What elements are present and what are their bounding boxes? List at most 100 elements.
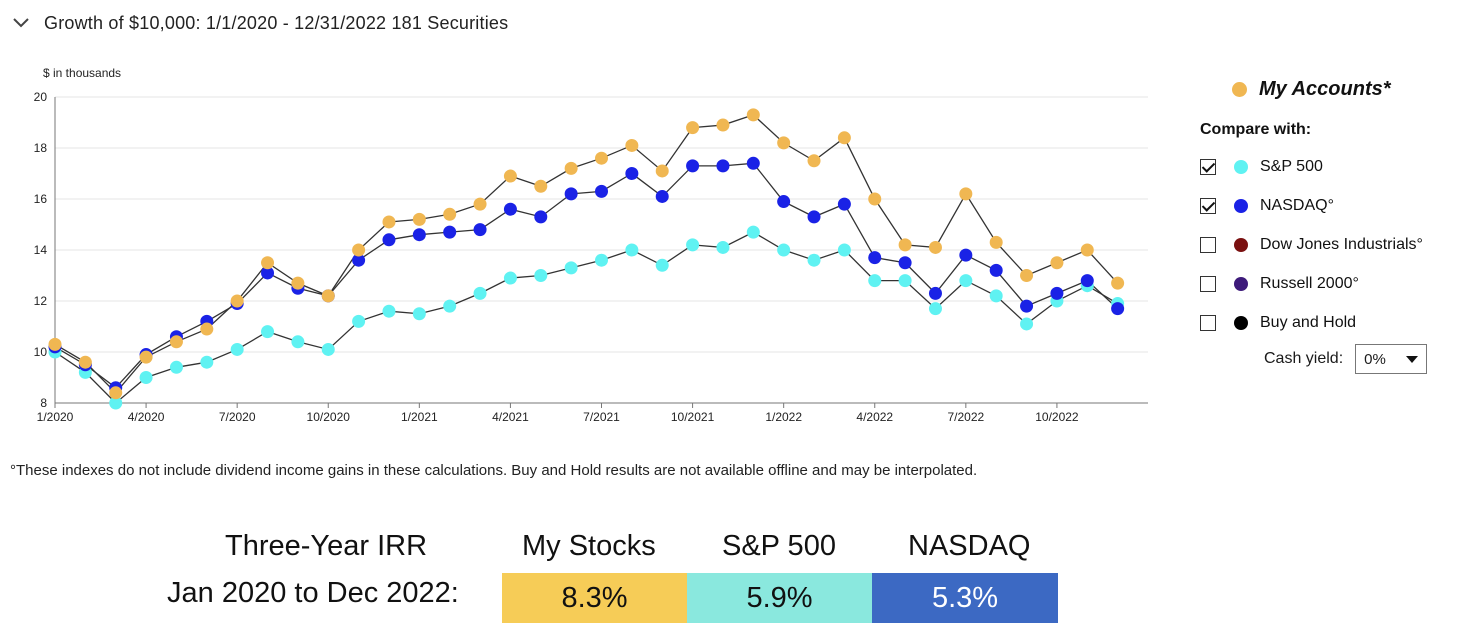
series-2-point [564,161,578,175]
series-2-point [261,256,275,270]
x-tick-label: 1/2022 [765,410,802,424]
series-0-point [200,355,214,369]
series-line-2 [54,114,1119,394]
series-0-point [443,299,457,313]
irr-value-sp500: 5.9% [687,573,872,623]
series-1-point [1080,274,1094,288]
series-0-point [139,371,153,384]
chart-title: Growth of $10,000: 1/1/2020 - 12/31/2022… [44,12,509,33]
irr-header-sp500: S&P 500 [722,530,836,562]
series-1-point [625,167,639,180]
series-0-point [686,238,700,252]
series-0-point [595,253,608,267]
series-2-point [746,108,760,122]
y-axis-label: $ in thousands [43,66,121,80]
series-0-point [321,342,335,356]
irr-label-line2: Jan 2020 to Dec 2022: [167,577,459,609]
irr-value-my-stocks: 8.3% [502,573,687,623]
series-0-point [959,274,973,288]
compare-checkbox[interactable] [1200,275,1216,292]
series-0-point [352,314,366,328]
series-2-point [868,192,882,206]
compare-item-2[interactable]: Dow Jones Industrials° [1196,225,1470,264]
x-tick-label: 7/2022 [947,410,984,424]
cash-yield-value: 0% [1364,350,1386,368]
compare-checkbox[interactable] [1200,236,1216,253]
series-2-point [291,276,305,290]
series-2-point [959,187,973,201]
cash-yield-label: Cash yield: [1264,350,1344,367]
footnote: °These indexes do not include dividend i… [10,462,978,479]
x-tick-label: 10/2022 [1035,410,1079,424]
series-2-point [1080,243,1094,257]
series-0-point [261,325,275,339]
series-1-point [868,251,882,265]
series-2-point [78,355,92,369]
chevron-down-icon[interactable] [10,12,32,34]
y-tick-label: 12 [34,294,48,308]
series-0-point [837,243,851,257]
series-0-point [291,335,305,349]
series-1-point [807,210,821,224]
series-1-point [595,184,608,198]
series-1-point [1111,302,1125,316]
series-dot-icon [1234,198,1248,213]
series-2-point [169,335,183,349]
series-0-point [777,243,791,257]
cash-yield-row: Cash yield: 0% [1264,344,1470,374]
series-0-point [807,253,821,267]
series-1-point [473,223,487,237]
series-0-point [928,302,942,316]
series-1-point [655,189,669,203]
series-0-point [625,243,639,257]
x-tick-label: 4/2022 [856,410,893,424]
compare-item-4[interactable]: Buy and Hold [1196,303,1470,342]
series-2-point [534,179,548,193]
series-0-point [412,307,426,321]
x-tick-label: 1/2021 [401,410,438,424]
series-2-point [321,289,335,303]
series-2-point [777,136,791,150]
irr-label-line1: Three-Year IRR [225,530,428,562]
series-1-point [534,210,548,224]
series-2-point [412,212,426,226]
compare-item-0[interactable]: S&P 500 [1196,147,1470,186]
series-0-point [503,271,517,285]
compare-item-label: NASDAQ° [1260,196,1334,214]
compare-checkbox[interactable] [1200,314,1216,331]
series-2-point [928,240,942,254]
series-dot-icon [1234,159,1248,174]
series-2-point [200,322,214,336]
cash-yield-select[interactable]: 0% [1355,344,1428,374]
series-2-point [503,169,517,183]
compare-with-label: Compare with: [1200,121,1312,138]
series-2-point [898,238,912,252]
legend-panel: My Accounts* Compare with: S&P 500 NASDAQ… [1196,78,1470,374]
my-accounts-label: My Accounts* [1259,78,1391,100]
compare-item-label: Buy and Hold [1260,313,1357,331]
compare-checkbox[interactable] [1200,197,1216,214]
chart-header: Growth of $10,000: 1/1/2020 - 12/31/2022… [10,12,508,34]
y-tick-label: 16 [34,192,48,206]
series-2-point [109,386,123,400]
series-0-point [716,240,730,254]
series-2-point [716,118,730,132]
y-tick-label: 10 [34,345,48,359]
series-2-point [989,235,1003,249]
series-2-point [139,350,153,364]
compare-item-3[interactable]: Russell 2000° [1196,264,1470,303]
compare-item-1[interactable]: NASDAQ° [1196,186,1470,225]
series-2-point [352,243,366,257]
compare-item-label: S&P 500 [1260,157,1323,175]
series-1-point [564,187,578,201]
y-tick-label: 20 [34,90,48,104]
compare-checkbox[interactable] [1200,158,1216,175]
y-tick-label: 8 [40,396,47,410]
y-tick-label: 14 [34,243,48,257]
series-2-point [473,197,487,211]
series-0-point [230,342,244,356]
legend-my-accounts: My Accounts* [1232,78,1470,101]
series-1-point [1050,286,1064,300]
series-1-point [352,253,366,267]
compare-item-label: Dow Jones Industrials° [1260,235,1423,253]
